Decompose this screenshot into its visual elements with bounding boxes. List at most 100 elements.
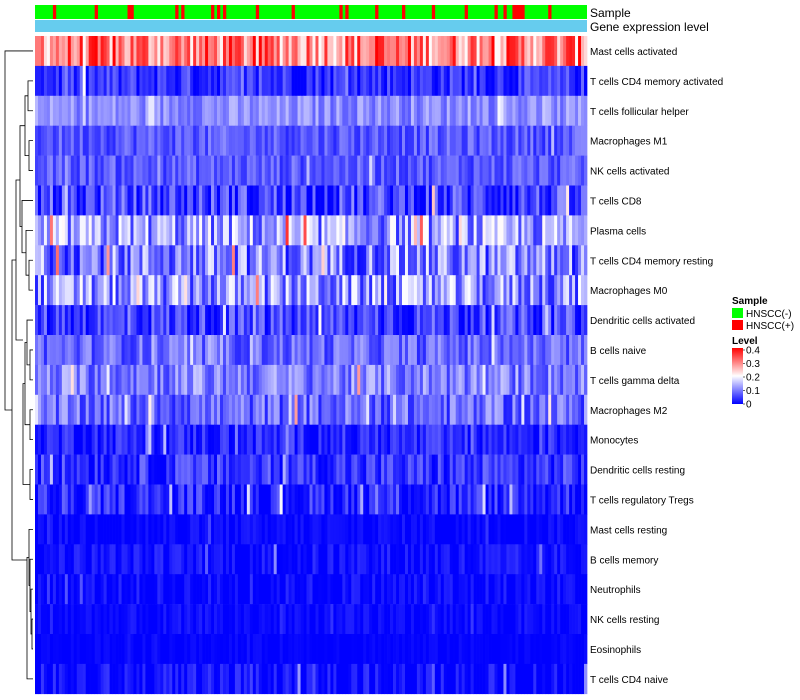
heatmap-cell — [55, 544, 60, 575]
heatmap-cell — [70, 125, 75, 156]
heatmap-cell — [55, 125, 60, 156]
heatmap-cell — [396, 215, 400, 246]
heatmap-cell — [434, 36, 439, 67]
heatmap-cell — [103, 574, 107, 605]
gene-expression-annotation-bar — [35, 20, 587, 32]
heatmap-cell — [428, 424, 433, 455]
heatmap-cell — [434, 305, 439, 336]
heatmap-cell — [533, 305, 537, 336]
heatmap-cell — [536, 155, 540, 186]
heatmap-cell — [488, 394, 492, 425]
heatmap-cell — [288, 663, 292, 695]
heatmap-cell — [363, 574, 367, 605]
heatmap-cell — [184, 185, 188, 216]
heatmap-cell — [181, 275, 185, 306]
heatmap-row — [35, 185, 588, 216]
heatmap-cell — [443, 335, 448, 366]
heatmap-cell — [264, 544, 269, 575]
heatmap-cell — [366, 155, 370, 186]
heatmap-cell — [440, 65, 445, 97]
heatmap-cell — [306, 95, 310, 126]
heatmap-cell — [443, 215, 448, 246]
heatmap-cell — [431, 305, 436, 336]
heatmap-cell — [381, 245, 385, 276]
heatmap-cell — [225, 185, 230, 216]
heatmap-cell — [112, 663, 116, 695]
heatmap-cell — [330, 394, 334, 425]
heatmap-cell — [312, 454, 316, 485]
heatmap-cell — [521, 305, 525, 336]
heatmap-cell — [575, 215, 579, 246]
heatmap-cell — [279, 574, 283, 605]
heatmap-cell — [145, 663, 149, 695]
heatmap-cell — [360, 155, 364, 186]
heatmap-cell — [300, 424, 304, 455]
heatmap-cell — [312, 275, 316, 306]
heatmap-cell — [40, 604, 45, 635]
heatmap-cell — [422, 155, 427, 186]
heatmap-cell — [315, 245, 319, 276]
heatmap-cell — [345, 394, 349, 425]
heatmap-cell — [169, 484, 173, 515]
heatmap-cell — [464, 36, 468, 67]
heatmap-cell — [109, 245, 113, 276]
heatmap-cell — [387, 514, 391, 545]
sample-annotation-cell — [181, 5, 185, 19]
heatmap-cell — [387, 364, 391, 396]
heatmap-cell — [339, 275, 343, 306]
heatmap-cell — [67, 245, 72, 276]
heatmap-cell — [443, 634, 448, 665]
heatmap-cell — [402, 454, 406, 485]
heatmap-cell — [458, 394, 463, 425]
heatmap-cell — [360, 604, 364, 635]
heatmap-cell — [396, 663, 400, 695]
heatmap-cell — [46, 663, 51, 695]
heatmap-cell — [425, 215, 430, 246]
heatmap-cell — [357, 275, 361, 306]
heatmap-cell — [536, 185, 540, 216]
heatmap-cell — [360, 484, 364, 515]
heatmap-cell — [410, 245, 415, 276]
heatmap-cell — [252, 155, 257, 186]
heatmap-cell — [270, 484, 275, 515]
heatmap-cell — [527, 454, 531, 485]
heatmap-cell — [476, 634, 480, 665]
heatmap-cell — [73, 335, 78, 366]
heatmap-cell — [360, 275, 364, 306]
heatmap-cell — [133, 514, 137, 545]
heatmap-cell — [482, 95, 486, 126]
heatmap-cell — [404, 335, 409, 366]
heatmap-cell — [458, 185, 463, 216]
heatmap-cell — [485, 364, 489, 396]
heatmap-cell — [243, 574, 248, 605]
heatmap-cell — [485, 454, 489, 485]
heatmap-cell — [467, 454, 471, 485]
heatmap-cell — [199, 514, 203, 545]
heatmap-cell — [581, 335, 585, 366]
heatmap-cell — [578, 364, 582, 396]
heatmap-cell — [151, 424, 155, 455]
heatmap-cell — [106, 574, 110, 605]
heatmap-cell — [515, 335, 519, 366]
heatmap-cell — [166, 95, 170, 126]
heatmap-cell — [431, 514, 436, 545]
heatmap-cell — [288, 155, 292, 186]
heatmap-cell — [422, 125, 427, 156]
heatmap-cell — [366, 394, 370, 425]
heatmap-cell — [485, 65, 489, 97]
heatmap-cell — [578, 36, 582, 67]
heatmap-cell — [491, 335, 495, 366]
heatmap-cell — [64, 604, 69, 635]
heatmap-cell — [82, 185, 87, 216]
heatmap-cell — [178, 604, 182, 635]
heatmap-cell — [554, 544, 558, 575]
heatmap-cell — [160, 36, 164, 67]
heatmap-cell — [243, 364, 248, 396]
heatmap-cell — [246, 544, 251, 575]
heatmap-cell — [467, 484, 471, 515]
heatmap-cell — [455, 125, 460, 156]
heatmap-cell — [211, 275, 215, 306]
heatmap-cell — [154, 155, 158, 186]
heatmap-cell — [572, 544, 576, 575]
heatmap-cell — [503, 514, 507, 545]
